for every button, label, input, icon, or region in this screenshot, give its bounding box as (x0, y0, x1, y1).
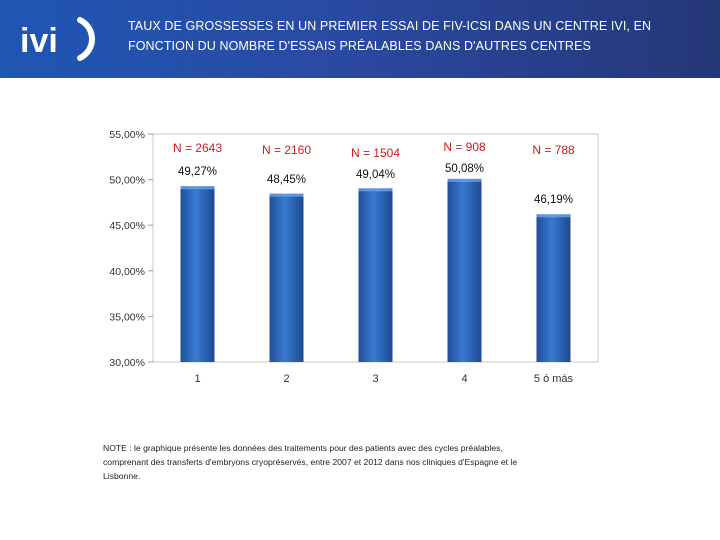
y-tick-label: 45,00% (109, 220, 145, 232)
ivi-logo-icon: IVI (20, 17, 95, 61)
bar-top-highlight (536, 214, 571, 218)
page-title: TAUX DE GROSSESSES EN UN PREMIER ESSAI D… (128, 16, 688, 56)
bar-top-highlight (447, 178, 482, 182)
note-line-2: comprenant des transferts d'embryons cry… (103, 457, 518, 467)
y-tick-label: 55,00% (109, 129, 145, 141)
x-tick-label: 3 (372, 373, 378, 385)
bar (447, 178, 482, 362)
x-tick-label: 1 (194, 373, 200, 385)
bar (269, 193, 304, 362)
x-tick-label: 4 (461, 373, 467, 385)
y-tick-label: 35,00% (109, 311, 145, 323)
chart-labels: N = 2643 49,27% 1 N = 2160 48,45% 2 N = 1504 49… (173, 140, 575, 385)
ivi-logo: IVI (18, 12, 98, 66)
chart-axes: 55,00% 50,00% 45,00% 40,00% 35,00% 30,00% (109, 129, 599, 369)
bar (180, 186, 215, 362)
value-label: 48,45% (267, 174, 306, 186)
header-banner: IVI TAUX DE GROSSESSES EN UN PREMIER ESS… (0, 0, 720, 78)
note-line-3: Lisbonne. (103, 471, 141, 481)
bar-top-highlight (358, 188, 393, 192)
n-label: N = 2160 (262, 143, 311, 157)
logo-bracket (77, 17, 95, 61)
n-label: N = 788 (532, 143, 575, 157)
n-label: N = 908 (443, 140, 486, 154)
note-line-1: NOTE : le graphique présente les données… (103, 443, 503, 453)
n-label: N = 2643 (173, 141, 222, 155)
value-label: 46,19% (534, 194, 573, 206)
page-title-line-1: TAUX DE GROSSESSES EN UN PREMIER ESSAI D… (128, 19, 652, 33)
logo-lettering: IVI (20, 22, 58, 60)
y-tick-label: 40,00% (109, 266, 145, 278)
x-tick-label: 2 (283, 373, 289, 385)
bar (536, 214, 571, 362)
y-tick-label: 30,00% (109, 357, 145, 369)
value-label: 49,04% (356, 169, 395, 181)
x-tick-label: 5 ó más (534, 373, 574, 385)
value-label: 50,08% (445, 163, 484, 175)
n-label: N = 1504 (351, 146, 400, 160)
bar (358, 188, 393, 362)
y-tick-label: 50,00% (109, 175, 145, 187)
value-label: 49,27% (178, 166, 217, 178)
page-title-line-2: FONCTION DU NOMBRE D'ESSAIS PRÉALABLES D… (128, 39, 591, 53)
bar-top-highlight (269, 193, 304, 197)
bar-top-highlight (180, 186, 215, 190)
chart-note: NOTE : le graphique présente les données… (103, 441, 633, 483)
chart-bars (180, 178, 571, 362)
